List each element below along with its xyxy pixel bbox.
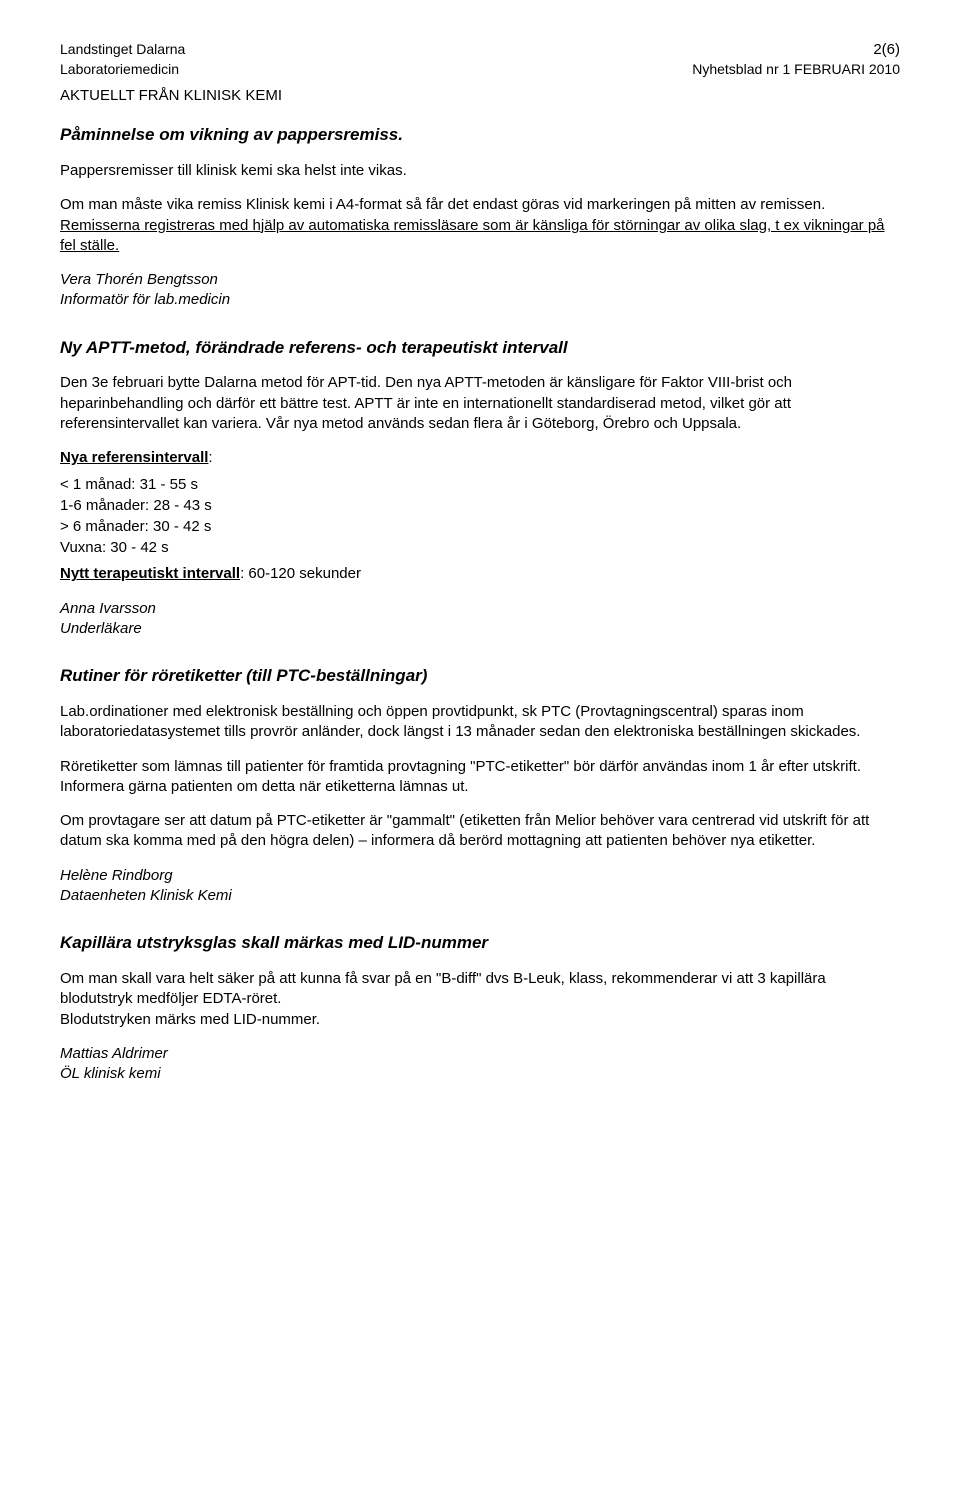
org-name-1: Landstinget Dalarna bbox=[60, 40, 185, 60]
section-4-signature: Mattias Aldrimer ÖL klinisk kemi bbox=[60, 1044, 900, 1085]
sig-name: Anna Ivarsson bbox=[60, 599, 900, 619]
section-2-title: Ny APTT-metod, förändrade referens- och … bbox=[60, 337, 900, 360]
section-4-p1b: Blodutstryken märks med LID-nummer. bbox=[60, 1011, 320, 1028]
section-3-title: Rutiner för röretiketter (till PTC-bestä… bbox=[60, 665, 900, 688]
org-name-2: Laboratoriemedicin bbox=[60, 60, 185, 80]
section-1-p2a: Om man måste vika remiss Klinisk kemi i … bbox=[60, 196, 825, 213]
reference-interval-label: Nya referensintervall: bbox=[60, 448, 900, 468]
page-number: 2(6) bbox=[692, 40, 900, 60]
section-3-signature: Helène Rindborg Dataenheten Klinisk Kemi bbox=[60, 866, 900, 907]
sig-role: Informatör för lab.medicin bbox=[60, 290, 900, 310]
reference-interval-list: < 1 månad: 31 - 55 s 1-6 månader: 28 - 4… bbox=[60, 474, 900, 558]
section-1-p2: Om man måste vika remiss Klinisk kemi i … bbox=[60, 195, 900, 256]
section-2-p1: Den 3e februari bytte Dalarna metod för … bbox=[60, 373, 900, 434]
section-2-signature: Anna Ivarsson Underläkare bbox=[60, 599, 900, 640]
newsletter-issue: Nyhetsblad nr 1 FEBRUARI 2010 bbox=[692, 60, 900, 80]
header-right: 2(6) Nyhetsblad nr 1 FEBRUARI 2010 bbox=[692, 40, 900, 80]
therapeutic-interval: Nytt terapeutiskt intervall: 60-120 seku… bbox=[60, 564, 900, 584]
sig-name: Vera Thorén Bengtsson bbox=[60, 270, 900, 290]
section-1-p1: Pappersremisser till klinisk kemi ska he… bbox=[60, 161, 900, 181]
section-3-p2a: Röretiketter som lämnas till patienter f… bbox=[60, 758, 861, 775]
sig-role: ÖL klinisk kemi bbox=[60, 1064, 900, 1084]
header-left: Landstinget Dalarna Laboratoriemedicin bbox=[60, 40, 185, 79]
section-4-p1a: Om man skall vara helt säker på att kunn… bbox=[60, 970, 826, 1007]
sig-role: Dataenheten Klinisk Kemi bbox=[60, 886, 900, 906]
sig-name: Helène Rindborg bbox=[60, 866, 900, 886]
ther-value: : 60-120 sekunder bbox=[240, 565, 361, 582]
section-1-p2b: Remisserna registreras med hjälp av auto… bbox=[60, 217, 885, 254]
section-4-title: Kapillära utstryksglas skall märkas med … bbox=[60, 932, 900, 955]
section-3-p2: Röretiketter som lämnas till patienter f… bbox=[60, 757, 900, 798]
ther-label: Nytt terapeutiskt intervall bbox=[60, 565, 240, 582]
section-3-p2b: Informera gärna patienten om detta när e… bbox=[60, 778, 469, 795]
section-1-title: Påminnelse om vikning av pappersremiss. bbox=[60, 124, 900, 147]
ref-item-4: Vuxna: 30 - 42 s bbox=[60, 537, 900, 558]
section-3-p1: Lab.ordinationer med elektronisk beställ… bbox=[60, 702, 900, 743]
section-4-p1: Om man skall vara helt säker på att kunn… bbox=[60, 969, 900, 1030]
ref-label-colon: : bbox=[208, 449, 212, 466]
section-3-p3: Om provtagare ser att datum på PTC-etike… bbox=[60, 811, 900, 852]
ref-item-1: < 1 månad: 31 - 55 s bbox=[60, 474, 900, 495]
sig-role: Underläkare bbox=[60, 619, 900, 639]
ref-label-text: Nya referensintervall bbox=[60, 449, 208, 466]
section-super-title: AKTUELLT FRÅN KLINISK KEMI bbox=[60, 86, 900, 106]
ref-item-2: 1-6 månader: 28 - 43 s bbox=[60, 495, 900, 516]
sig-name: Mattias Aldrimer bbox=[60, 1044, 900, 1064]
page-header: Landstinget Dalarna Laboratoriemedicin 2… bbox=[60, 40, 900, 80]
section-1-signature: Vera Thorén Bengtsson Informatör för lab… bbox=[60, 270, 900, 311]
ref-item-3: > 6 månader: 30 - 42 s bbox=[60, 516, 900, 537]
